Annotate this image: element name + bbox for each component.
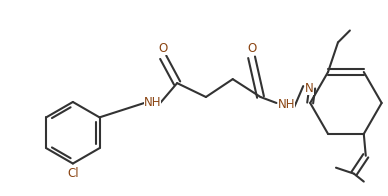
Text: N: N [305,82,314,95]
Text: NH: NH [277,98,295,112]
Text: Cl: Cl [67,167,79,180]
Text: O: O [159,42,168,55]
Text: O: O [247,42,256,55]
Text: NH: NH [144,96,161,109]
